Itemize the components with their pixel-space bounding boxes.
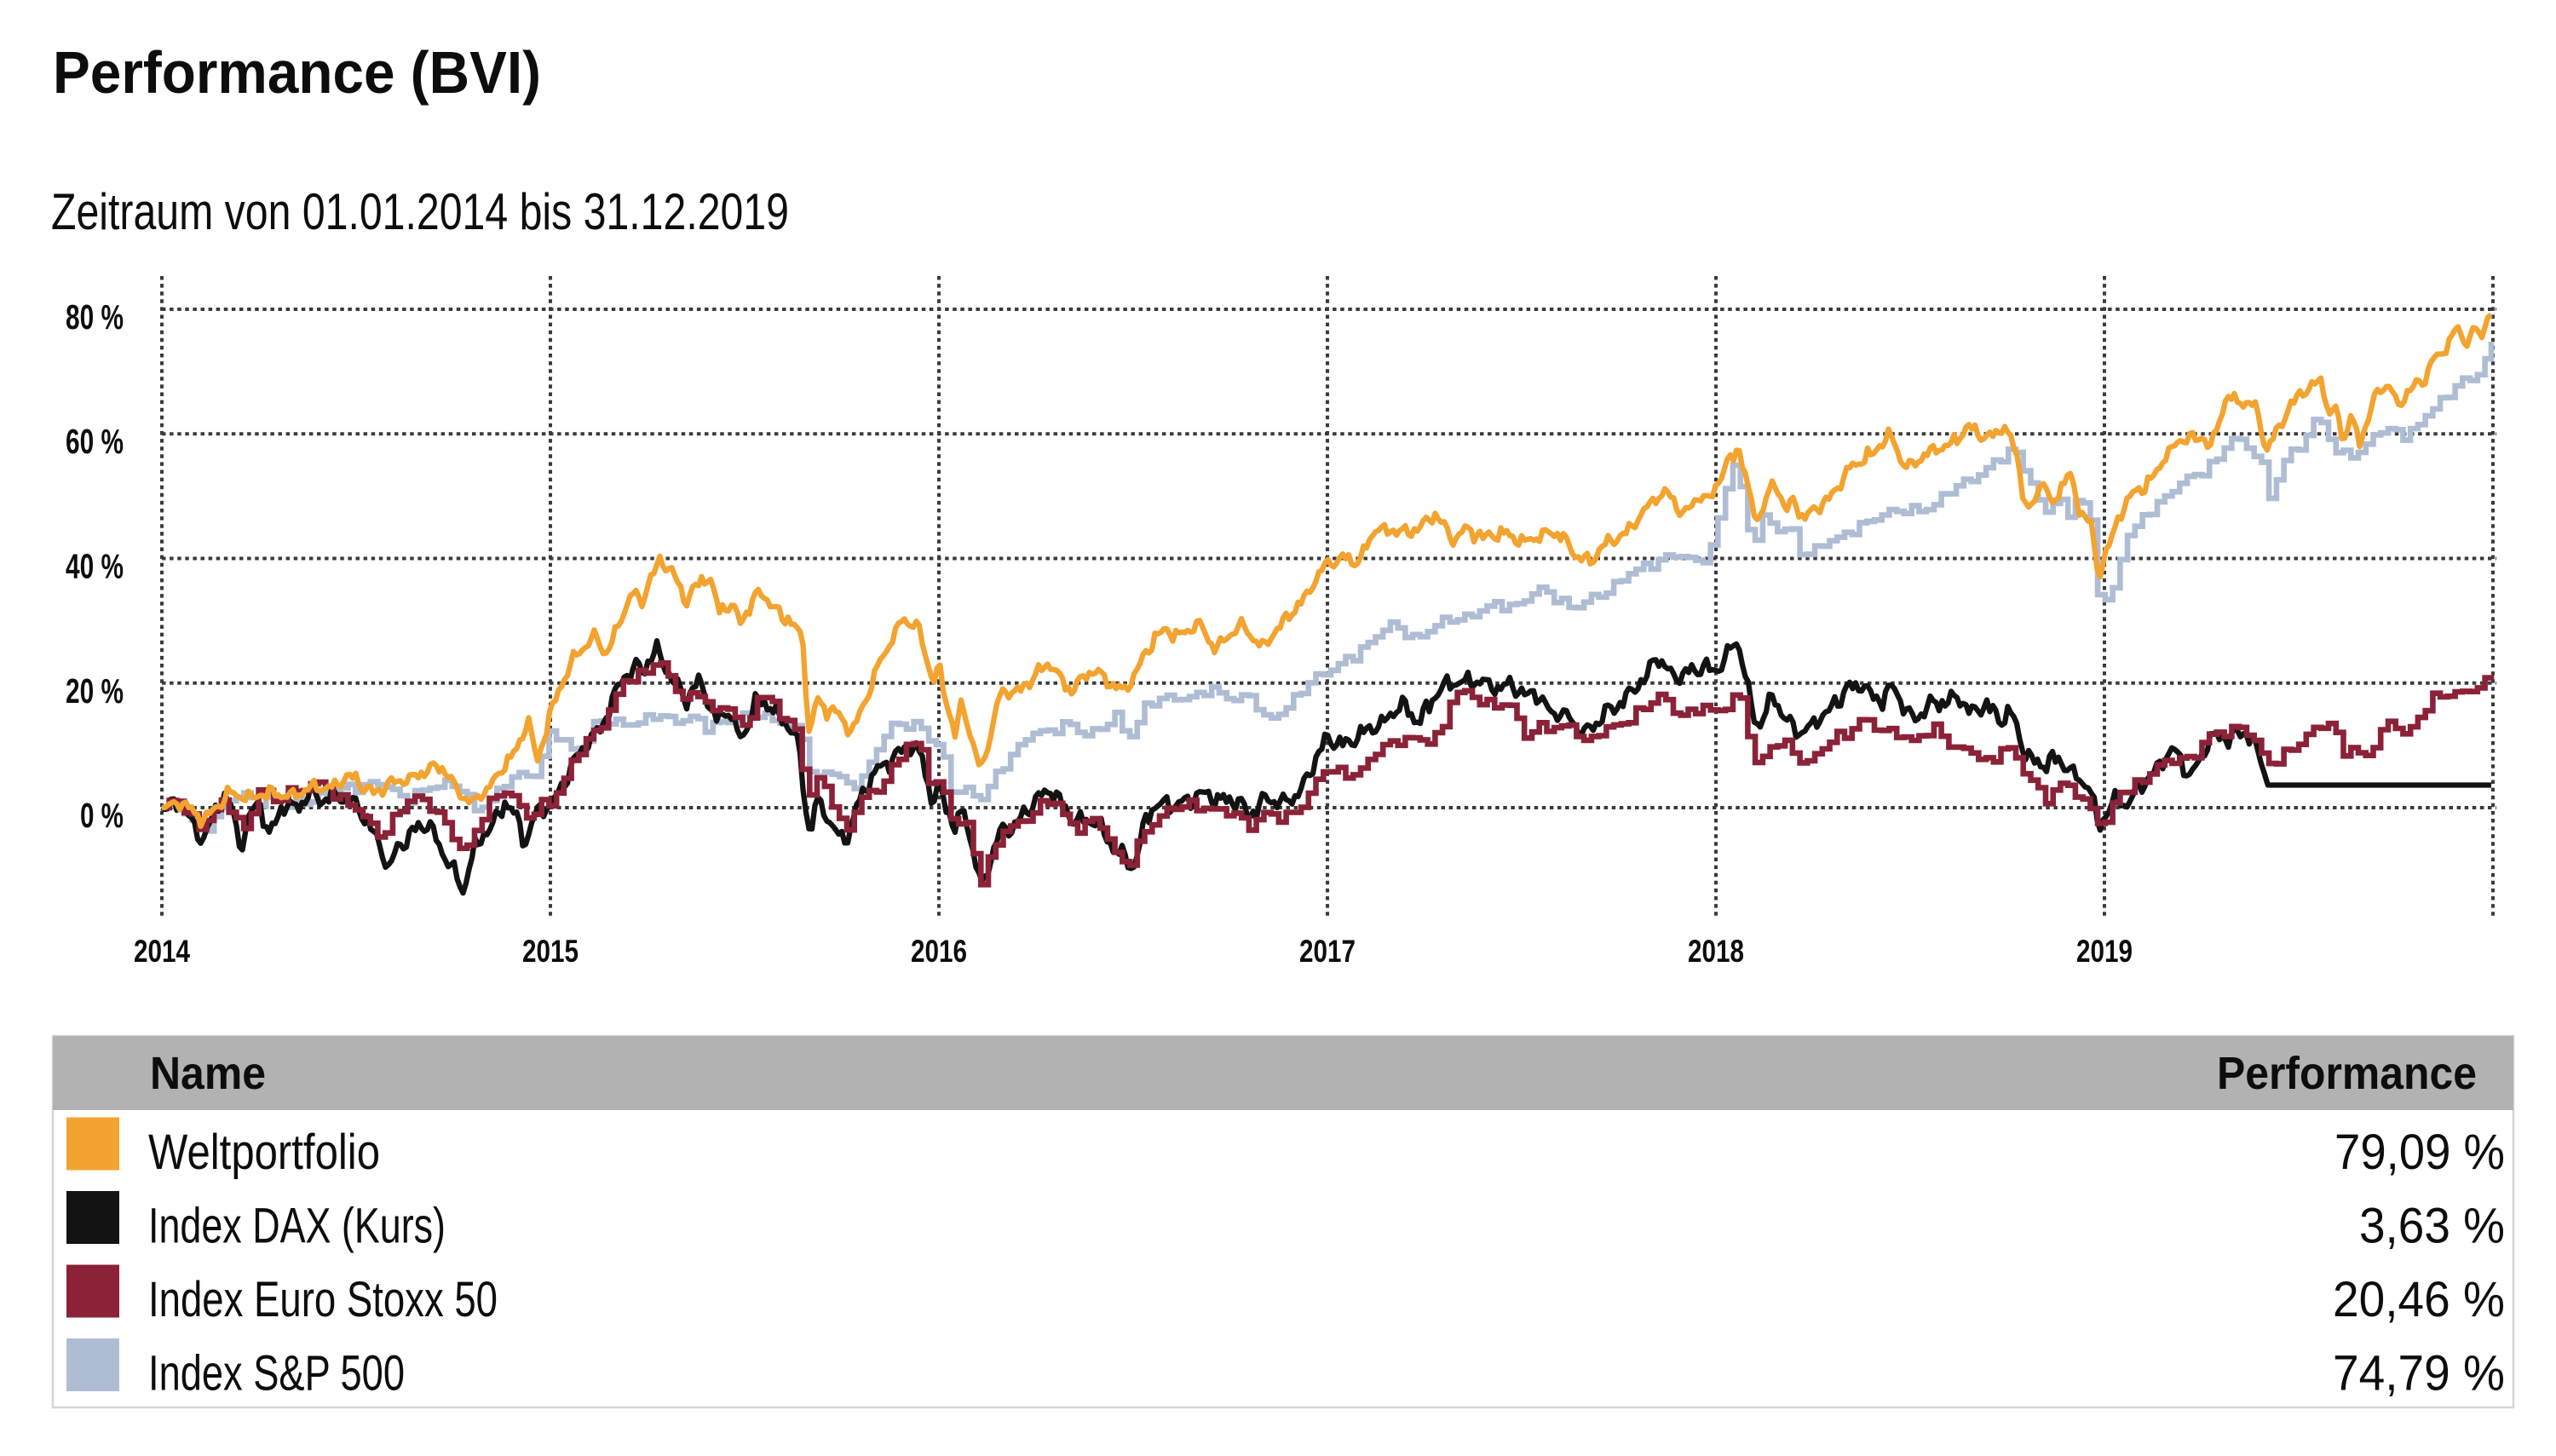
svg-text:Index S&P 500: Index S&P 500	[148, 1346, 405, 1401]
svg-text:2015: 2015	[522, 934, 579, 969]
svg-text:40 %: 40 %	[66, 547, 124, 586]
svg-text:Zeitraum von 01.01.2014 bis 31: Zeitraum von 01.01.2014 bis 31.12.2019	[51, 183, 789, 240]
svg-text:79,09 %: 79,09 %	[2334, 1125, 2505, 1180]
svg-text:Name: Name	[150, 1048, 266, 1099]
svg-text:2017: 2017	[1299, 934, 1356, 969]
svg-text:Index DAX (Kurs): Index DAX (Kurs)	[148, 1199, 446, 1254]
svg-text:Performance (BVI): Performance (BVI)	[53, 39, 541, 106]
svg-text:80 %: 80 %	[66, 297, 124, 337]
svg-text:Weltportfolio: Weltportfolio	[148, 1125, 380, 1180]
svg-text:20,46 %: 20,46 %	[2333, 1272, 2505, 1327]
svg-text:3,63 %: 3,63 %	[2359, 1199, 2505, 1254]
svg-text:74,79 %: 74,79 %	[2333, 1346, 2505, 1401]
svg-text:0 %: 0 %	[80, 796, 124, 835]
svg-text:2018: 2018	[1688, 934, 1744, 969]
svg-text:2014: 2014	[134, 934, 190, 969]
svg-text:Index Euro Stoxx 50: Index Euro Stoxx 50	[148, 1272, 498, 1327]
svg-text:Performance: Performance	[2217, 1048, 2477, 1099]
svg-text:2019: 2019	[2076, 934, 2133, 969]
svg-text:20 %: 20 %	[66, 671, 124, 711]
svg-text:60 %: 60 %	[66, 422, 124, 461]
svg-text:2016: 2016	[911, 934, 967, 969]
